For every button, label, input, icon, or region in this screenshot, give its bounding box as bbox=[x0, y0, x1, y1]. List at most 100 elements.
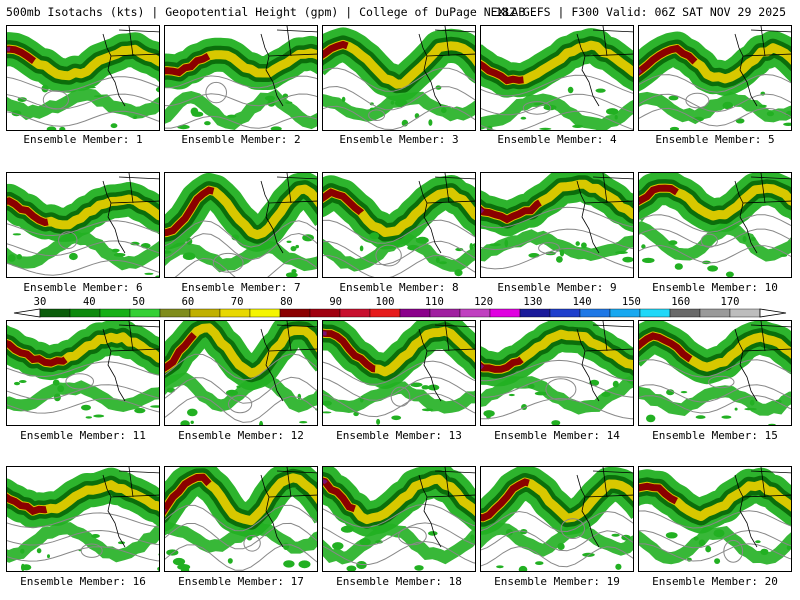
ensemble-member-label: Ensemble Member: 10 bbox=[652, 281, 778, 294]
colorbar-tick-label: 90 bbox=[329, 296, 343, 308]
jet-stream-map bbox=[481, 321, 633, 425]
ensemble-member-label: Ensemble Member: 2 bbox=[181, 133, 301, 146]
ensemble-member-label: Ensemble Member: 19 bbox=[494, 575, 620, 588]
jet-stream-map bbox=[165, 467, 317, 571]
jet-stream-map bbox=[323, 26, 475, 130]
colorbar-segment bbox=[729, 308, 761, 318]
jet-stream-map bbox=[481, 26, 633, 130]
colorbar-tick-label: 60 bbox=[181, 296, 195, 308]
colorbar-graphic bbox=[13, 308, 787, 318]
colorbar-tick-label: 130 bbox=[523, 296, 543, 308]
isotach-colorbar: 30 40 50 60 70 80 90 100 110 120 130 140 150 160 170 bbox=[0, 296, 800, 320]
jet-stream-map bbox=[323, 173, 475, 277]
colorbar-segment bbox=[399, 308, 431, 318]
ensemble-member-label: Ensemble Member: 11 bbox=[20, 429, 146, 442]
jet-stream-map bbox=[323, 321, 475, 425]
jet-stream-map bbox=[165, 173, 317, 277]
ensemble-member-map bbox=[164, 25, 318, 131]
jet-stream-map bbox=[165, 26, 317, 130]
colorbar-segment bbox=[549, 308, 581, 318]
colorbar-segment bbox=[309, 308, 341, 318]
ensemble-member-map bbox=[6, 320, 160, 426]
ensemble-member-label: Ensemble Member: 17 bbox=[178, 575, 304, 588]
ensemble-member-map bbox=[6, 466, 160, 572]
ensemble-member-label: Ensemble Member: 3 bbox=[339, 133, 459, 146]
colorbar-tick-label: 50 bbox=[132, 296, 145, 308]
ensemble-member-map bbox=[322, 466, 476, 572]
jet-stream-map bbox=[7, 467, 159, 571]
colorbar-segment bbox=[189, 308, 221, 318]
ensemble-member-map bbox=[638, 320, 792, 426]
colorbar-tick-label: 70 bbox=[230, 296, 244, 308]
jet-stream-map bbox=[639, 467, 791, 565]
colorbar-segment bbox=[129, 308, 161, 318]
jet-stream-map bbox=[165, 321, 317, 425]
jet-stream-map bbox=[639, 321, 791, 425]
colorbar-tick-label: 150 bbox=[621, 296, 641, 308]
colorbar-segment bbox=[639, 308, 671, 318]
ensemble-member-map bbox=[480, 25, 634, 131]
colorbar-segment bbox=[369, 308, 401, 318]
ensemble-member-label: Ensemble Member: 5 bbox=[655, 133, 775, 146]
colorbar-right-arrow bbox=[759, 308, 787, 318]
colorbar-segment bbox=[99, 308, 131, 318]
colorbar-segment bbox=[669, 308, 701, 318]
ensemble-member-map bbox=[164, 320, 318, 426]
ensemble-member-label: Ensemble Member: 8 bbox=[339, 281, 459, 294]
colorbar-segment bbox=[459, 308, 491, 318]
jet-stream-map bbox=[639, 26, 791, 130]
colorbar-tick-label: 140 bbox=[572, 296, 592, 308]
ensemble-member-map bbox=[638, 25, 792, 131]
colorbar-segment bbox=[429, 308, 461, 318]
colorbar-segment bbox=[579, 308, 611, 318]
jet-stream-map bbox=[323, 467, 475, 571]
colorbar-segment bbox=[279, 308, 311, 318]
header-title: 500mb Isotachs (kts) | Geopotential Heig… bbox=[6, 5, 526, 19]
ensemble-member-map bbox=[480, 172, 634, 278]
ensemble-member-map bbox=[322, 25, 476, 131]
ensemble-member-map bbox=[164, 172, 318, 278]
colorbar-tick-label: 170 bbox=[720, 296, 740, 308]
colorbar-tick-label: 120 bbox=[474, 296, 494, 308]
ensemble-member-map bbox=[638, 172, 792, 278]
colorbar-segment bbox=[339, 308, 371, 318]
ensemble-member-map bbox=[164, 466, 318, 572]
ensemble-member-label: Ensemble Member: 18 bbox=[336, 575, 462, 588]
colorbar-segment bbox=[69, 308, 101, 318]
jet-stream-map bbox=[7, 321, 159, 419]
colorbar-tick-label: 40 bbox=[82, 296, 96, 308]
ensemble-member-label: Ensemble Member: 14 bbox=[494, 429, 620, 442]
ensemble-member-map bbox=[322, 320, 476, 426]
colorbar-segment bbox=[609, 308, 641, 318]
jet-stream-map bbox=[7, 26, 159, 130]
colorbar-left-arrow bbox=[13, 308, 41, 318]
ensemble-member-label: Ensemble Member: 20 bbox=[652, 575, 778, 588]
jet-stream-map bbox=[481, 173, 633, 270]
colorbar-segment bbox=[699, 308, 731, 318]
ensemble-member-label: Ensemble Member: 15 bbox=[652, 429, 778, 442]
colorbar-tick-label: 80 bbox=[280, 296, 293, 308]
jet-stream-map bbox=[7, 173, 159, 277]
colorbar-segment bbox=[489, 308, 521, 318]
colorbar-tick-label: 100 bbox=[375, 296, 395, 308]
ensemble-member-label: Ensemble Member: 7 bbox=[181, 281, 301, 294]
jet-stream-map bbox=[481, 467, 633, 571]
ensemble-member-map bbox=[480, 466, 634, 572]
ensemble-member-label: Ensemble Member: 12 bbox=[178, 429, 304, 442]
ensemble-member-label: Ensemble Member: 16 bbox=[20, 575, 146, 588]
ensemble-member-map bbox=[638, 466, 792, 572]
ensemble-member-map bbox=[6, 25, 160, 131]
ensemble-member-label: Ensemble Member: 9 bbox=[497, 281, 617, 294]
colorbar-tick-label: 160 bbox=[671, 296, 691, 308]
ensemble-member-map bbox=[322, 172, 476, 278]
colorbar-segment bbox=[219, 308, 251, 318]
colorbar-tick-label: 30 bbox=[33, 296, 47, 308]
colorbar-segment bbox=[39, 308, 71, 318]
ensemble-member-label: Ensemble Member: 13 bbox=[336, 429, 462, 442]
colorbar-segment bbox=[519, 308, 551, 318]
colorbar-segment bbox=[249, 308, 281, 318]
chart-header: 500mb Isotachs (kts) | Geopotential Heig… bbox=[0, 0, 800, 24]
colorbar-segment bbox=[159, 308, 191, 318]
jet-stream-map bbox=[639, 173, 791, 277]
ensemble-member-map bbox=[6, 172, 160, 278]
